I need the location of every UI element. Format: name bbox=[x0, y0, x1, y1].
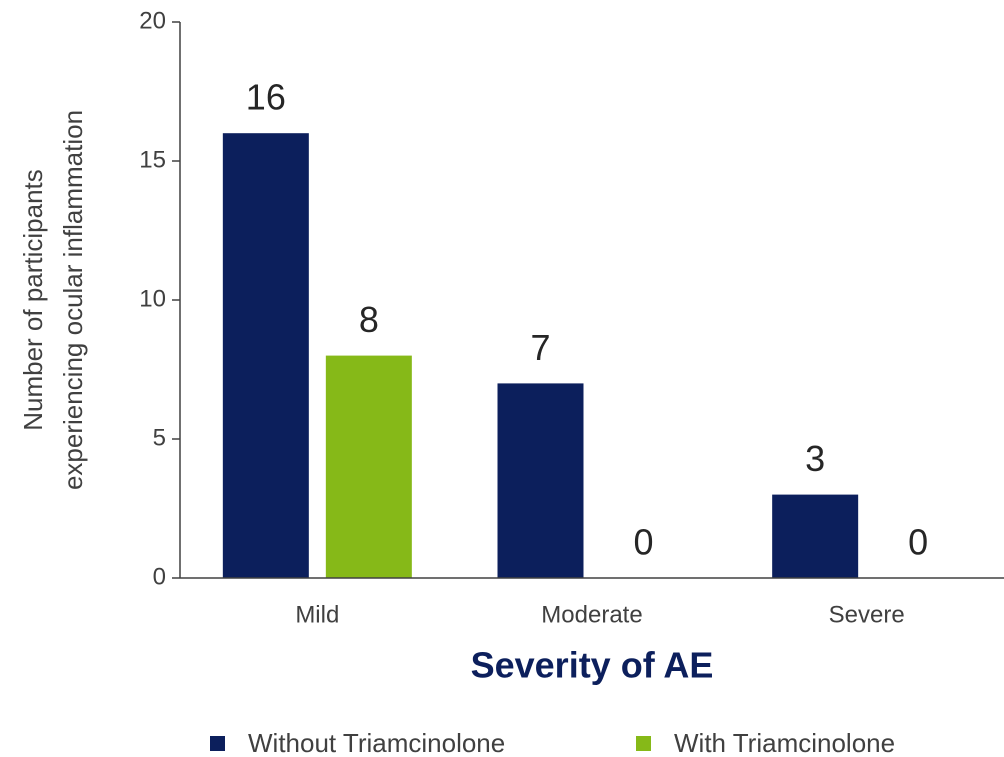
legend-swatch bbox=[210, 736, 225, 751]
y-tick-label: 10 bbox=[139, 285, 166, 312]
value-label: 8 bbox=[359, 299, 379, 340]
y-tick-label: 20 bbox=[139, 7, 166, 34]
value-label: 3 bbox=[805, 438, 825, 479]
x-tick-label: Moderate bbox=[541, 601, 642, 628]
y-tick-label: 5 bbox=[153, 424, 166, 451]
bar bbox=[772, 494, 859, 578]
y-axis-label: Number of participants bbox=[18, 169, 48, 431]
value-label: 0 bbox=[908, 522, 928, 563]
y-axis-label: experiencing ocular inflammation bbox=[58, 110, 88, 490]
x-tick-label: Mild bbox=[295, 601, 339, 628]
legend-label: Without Triamcinolone bbox=[248, 728, 505, 757]
legend-label: With Triamcinolone bbox=[674, 728, 895, 757]
bar bbox=[325, 355, 412, 578]
legend-swatch bbox=[636, 736, 651, 751]
value-label: 7 bbox=[530, 327, 550, 368]
bar bbox=[222, 133, 309, 578]
y-tick-label: 15 bbox=[139, 146, 166, 173]
x-tick-label: Severe bbox=[829, 601, 905, 628]
value-label: 16 bbox=[246, 77, 286, 118]
bar bbox=[497, 383, 584, 578]
value-label: 0 bbox=[633, 522, 653, 563]
x-axis-label: Severity of AE bbox=[471, 645, 714, 686]
y-tick-label: 0 bbox=[153, 563, 166, 590]
